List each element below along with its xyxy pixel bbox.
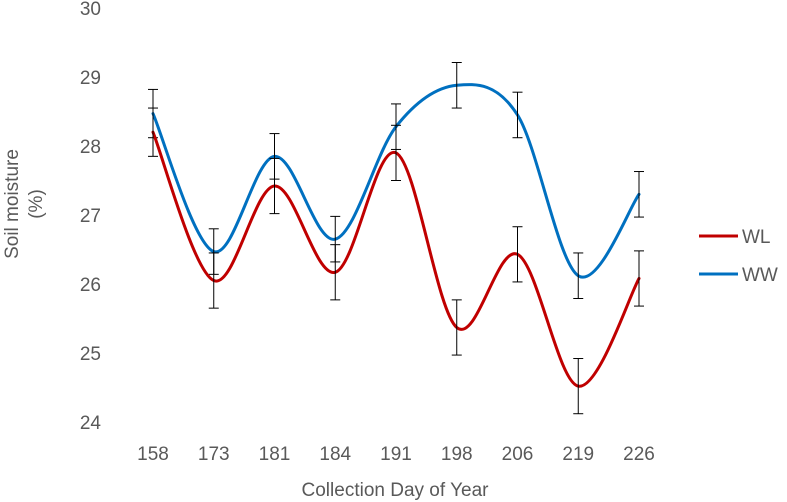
legend-label: WL (742, 227, 771, 248)
error-bar (148, 107, 158, 157)
error-bar (512, 226, 523, 283)
error-bar (634, 250, 644, 307)
y-tick-label: 29 (80, 68, 101, 89)
x-tick-label: 198 (441, 444, 473, 465)
y-axis-label-line1: Soil moisture (2, 149, 23, 259)
error-bar (573, 252, 584, 299)
x-tick-label: 226 (623, 444, 655, 465)
y-tick-label: 25 (80, 344, 101, 365)
y-axis-label: Soil moisture (%) (2, 149, 47, 259)
x-axis-ticks: 158 173 181 184 191 198 206 219 226 (137, 444, 655, 465)
x-tick-label: 206 (502, 444, 534, 465)
legend-item-wl: WL (699, 227, 771, 248)
y-axis-label-line2: (%) (26, 189, 47, 219)
y-tick-label: 30 (80, 0, 101, 20)
error-bar (269, 157, 280, 215)
error-bar (208, 252, 219, 309)
x-tick-label: 184 (319, 444, 351, 465)
y-tick-label: 28 (80, 137, 101, 158)
error-bar (634, 171, 644, 218)
error-bar (391, 124, 401, 181)
x-tick-label: 191 (380, 444, 412, 465)
x-tick-label: 219 (562, 444, 594, 465)
series-wl (148, 107, 644, 415)
series-line-ww (151, 83, 641, 279)
x-axis-label: Collection Day of Year (302, 480, 490, 501)
y-axis-ticks: 24 25 26 27 28 29 30 (80, 0, 102, 434)
y-tick-label: 24 (80, 413, 102, 434)
y-tick-label: 26 (80, 275, 101, 296)
series-layer (148, 62, 644, 415)
error-bar (451, 62, 462, 109)
x-tick-label: 181 (259, 444, 291, 465)
x-tick-label: 173 (198, 444, 230, 465)
error-bar (330, 244, 341, 301)
error-bar (451, 299, 462, 356)
legend-label: WW (742, 265, 778, 286)
y-tick-label: 27 (80, 206, 101, 227)
x-tick-label: 158 (137, 444, 169, 465)
error-bar (512, 91, 523, 139)
legend-item-ww: WW (699, 265, 778, 286)
legend: WL WW (699, 227, 778, 286)
error-bar (573, 358, 584, 415)
